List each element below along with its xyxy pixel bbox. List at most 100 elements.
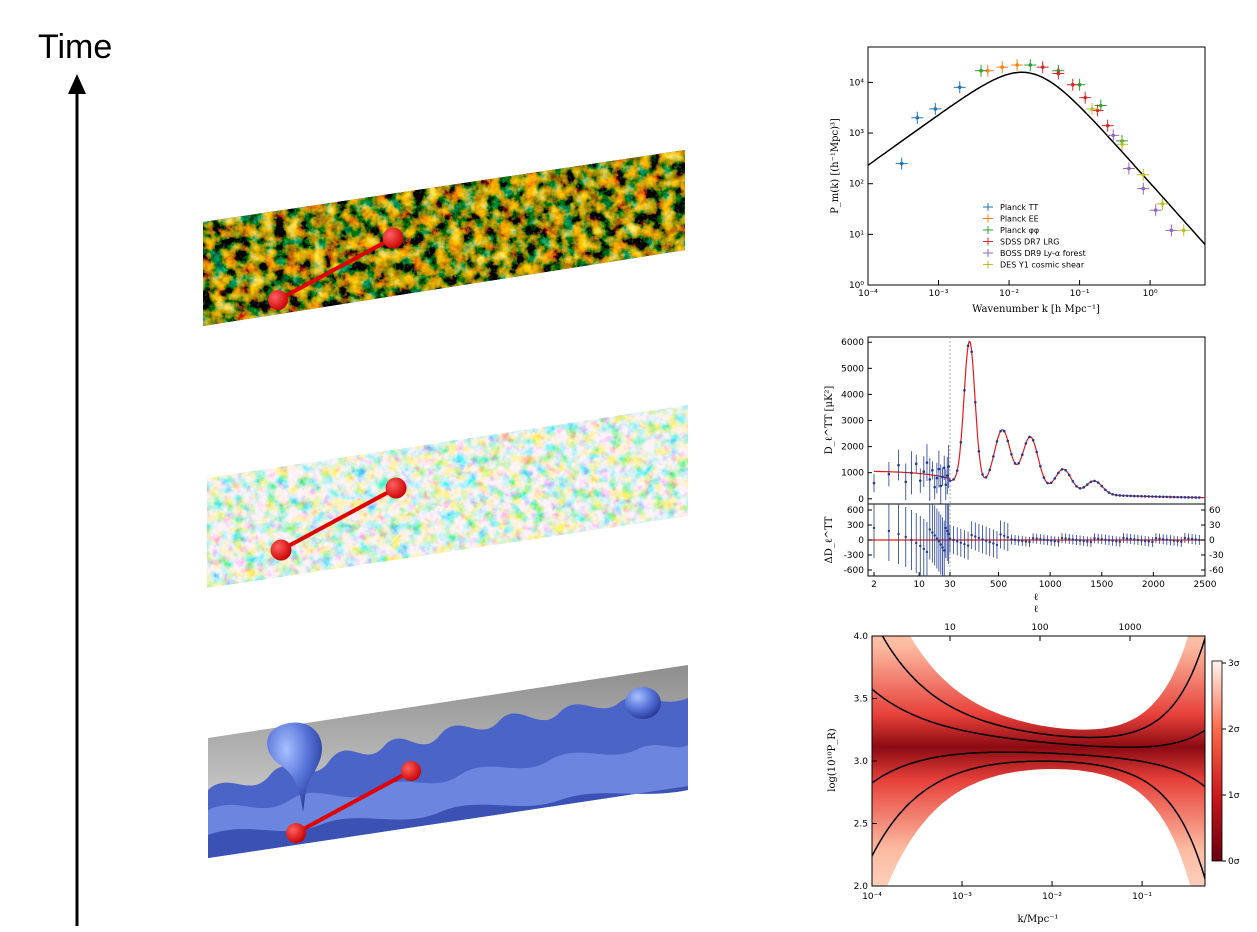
lss-slab xyxy=(203,150,685,326)
residual-point xyxy=(1071,538,1075,541)
data-point xyxy=(1099,103,1103,108)
residual-point xyxy=(1078,539,1082,542)
data-point xyxy=(999,429,1002,433)
residual-point xyxy=(1042,538,1046,541)
residual-point xyxy=(1046,539,1049,542)
residual-point xyxy=(1180,540,1183,543)
tick-label: 10⁻³ xyxy=(952,892,972,902)
y-axis-label: D_ℓ^TT [μK²] xyxy=(824,386,835,455)
data-point xyxy=(1127,166,1131,171)
residual-point xyxy=(1118,540,1122,543)
data-point xyxy=(1024,442,1028,445)
residual-point xyxy=(1024,540,1028,543)
data-point xyxy=(915,116,920,120)
legend-label: Planck φφ xyxy=(1000,226,1039,235)
residual-point xyxy=(922,547,926,551)
data-point xyxy=(988,468,992,472)
data-point xyxy=(1064,468,1067,472)
residual-point xyxy=(1122,536,1125,540)
residual-point xyxy=(1031,537,1035,540)
inflation-slab xyxy=(208,665,688,858)
residual-point xyxy=(1143,539,1147,543)
data-point xyxy=(1151,495,1154,498)
residual-point xyxy=(1125,537,1129,540)
tick-label: 0 xyxy=(1209,536,1215,546)
residual-point xyxy=(1017,539,1020,542)
data-point xyxy=(933,485,937,489)
data-point xyxy=(897,463,900,467)
tick-label: 5000 xyxy=(841,364,864,374)
residual-point xyxy=(984,539,988,542)
residual-point xyxy=(935,537,939,540)
tick-label: 10³ xyxy=(849,129,864,139)
tick-label: 4000 xyxy=(841,390,864,400)
y-ticks: 10⁰ 10¹ 10² 10³ 10⁴ xyxy=(849,78,873,291)
data-point xyxy=(1070,82,1075,87)
data-point xyxy=(925,461,929,464)
data-point xyxy=(1042,476,1046,479)
residual-point xyxy=(977,536,981,540)
data-point xyxy=(1028,63,1033,67)
data-point xyxy=(1141,172,1146,177)
data-point xyxy=(1049,481,1053,485)
data-point xyxy=(1187,496,1190,499)
residual-point xyxy=(1161,538,1165,541)
data-point xyxy=(931,469,934,472)
primordial-spectrum-chart: 10⁻⁴ 10⁻³ 10⁻² 10⁻¹ 2.02.53.03.54.0 10 100 10… xyxy=(827,623,1240,925)
data-point xyxy=(1006,439,1010,443)
residual-point xyxy=(1028,540,1031,544)
x-ticks: 2 10 30 500 1000 1500 2000 2500 xyxy=(871,572,1217,590)
residual-point xyxy=(897,532,900,536)
residual-point xyxy=(1190,537,1194,541)
data-point xyxy=(933,107,938,111)
data-point xyxy=(1176,495,1179,499)
legend-label: DES Y1 cosmic shear xyxy=(1000,261,1085,270)
data-point xyxy=(952,478,955,481)
data-point xyxy=(1140,494,1143,498)
data-point xyxy=(1107,491,1111,494)
data-point xyxy=(1153,208,1158,212)
residual-point xyxy=(952,538,955,542)
tick-label: 0σ xyxy=(1228,857,1240,867)
data-point xyxy=(1179,495,1183,499)
tick-label: 3σ xyxy=(1228,659,1240,669)
tick-label: 4.0 xyxy=(854,632,869,642)
residual-point xyxy=(1194,538,1197,541)
residual-point xyxy=(995,543,999,547)
power-spectrum-chart: 10⁻⁴ 10⁻³ 10⁻² 10⁻¹ 10⁰ 10⁰ 10¹ 10² 10³ 10⁴ Wave… xyxy=(830,46,1206,315)
data-point xyxy=(1053,477,1057,480)
residual-point xyxy=(1154,537,1158,540)
tick-label: 1000 xyxy=(1039,580,1062,590)
y-ticks: 0 1000 2000 3000 4000 5000 6000 xyxy=(841,338,872,505)
data-point xyxy=(904,480,908,484)
data-point xyxy=(1141,186,1146,191)
residual-point xyxy=(1057,540,1060,543)
tick-label: 2000 xyxy=(1142,580,1165,590)
colorbar xyxy=(1211,660,1223,862)
residual-point xyxy=(966,544,970,547)
residual-point xyxy=(937,540,941,543)
tick-label: -600 xyxy=(844,566,865,576)
x-ticks: 10⁻⁴ 10⁻³ 10⁻² 10⁻¹ 10⁰ xyxy=(858,280,1158,299)
residual-point xyxy=(970,533,973,537)
tick-label: -300 xyxy=(844,551,865,561)
y-axis-label: log(10¹⁰P_R) xyxy=(827,728,838,792)
tick-label: 600 xyxy=(847,506,864,516)
residual-point xyxy=(1111,539,1114,542)
residual-point xyxy=(928,528,931,531)
data-point xyxy=(1181,228,1186,233)
data-point xyxy=(1083,95,1087,100)
residual-point xyxy=(1049,539,1053,542)
residual-point xyxy=(919,544,922,548)
data-point xyxy=(945,474,949,477)
confidence-bands xyxy=(872,636,1205,886)
tick-label: 2.5 xyxy=(854,820,868,830)
tick-label: 10⁰ xyxy=(1143,289,1158,299)
data-point xyxy=(948,479,952,482)
residual-point xyxy=(963,543,966,546)
tick-label: 10 xyxy=(913,580,925,590)
tick-label: 0 xyxy=(858,495,864,505)
residual-point xyxy=(1151,540,1154,544)
data-point xyxy=(1077,82,1082,87)
